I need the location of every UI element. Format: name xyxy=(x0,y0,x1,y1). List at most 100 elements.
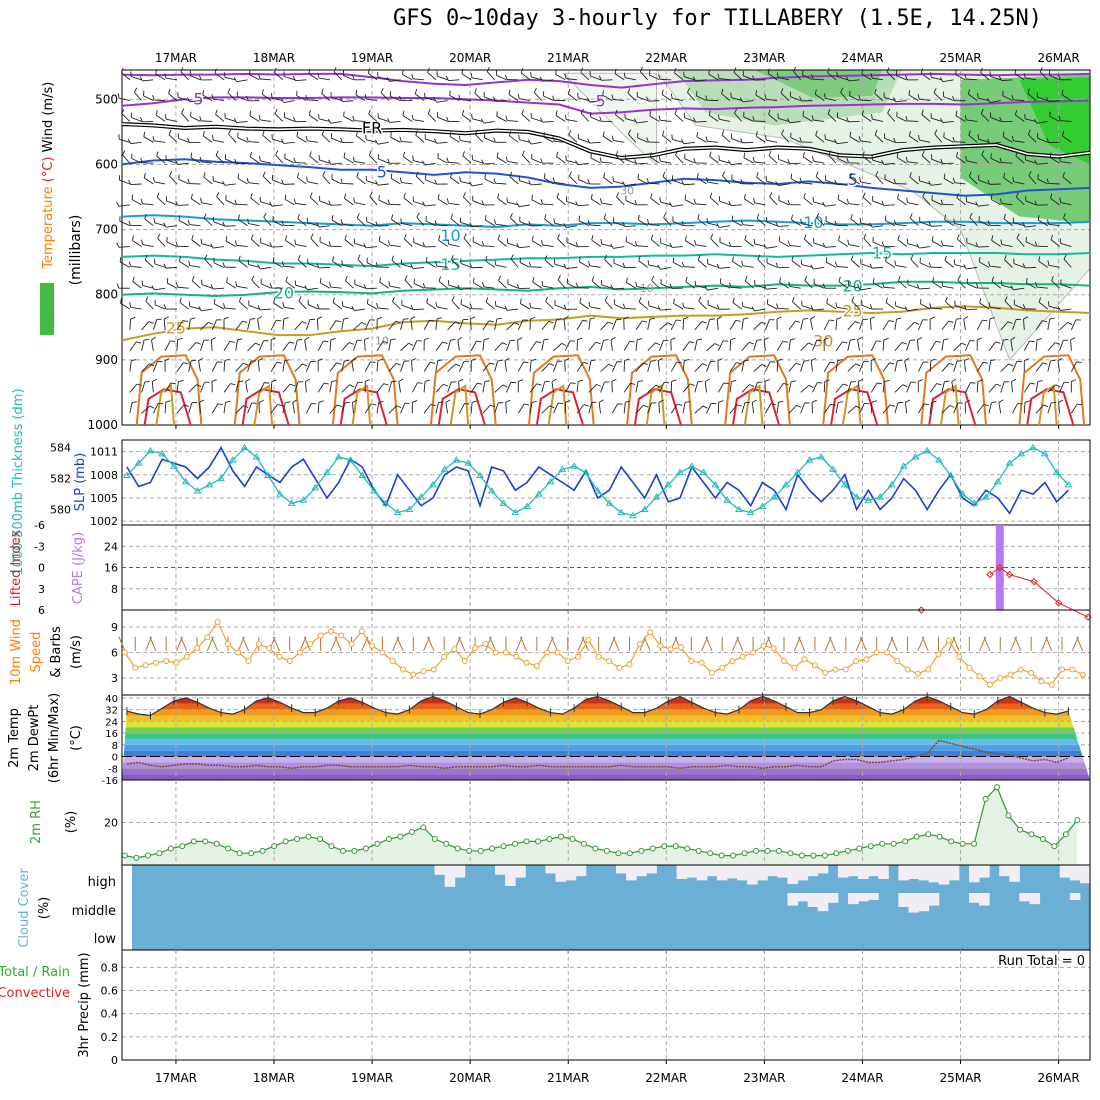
wind-barb xyxy=(941,405,951,414)
wind-barb xyxy=(317,402,320,414)
wind-barb xyxy=(260,266,272,270)
wind-barb-flag xyxy=(728,282,732,288)
wind-barb xyxy=(648,100,660,102)
isotherm-warm xyxy=(547,384,568,426)
wind-barb-flag xyxy=(940,240,944,246)
wind-barb-flag xyxy=(683,316,689,320)
wind-barb xyxy=(826,261,837,268)
wind-barb xyxy=(364,339,366,351)
thickness-marker xyxy=(817,453,826,460)
wind-barb-flag xyxy=(335,320,341,323)
wind-barb-flag xyxy=(552,95,555,101)
wind-barb-flag xyxy=(386,76,391,82)
wind-barb xyxy=(835,341,843,352)
wind-barb xyxy=(376,341,384,351)
wind-barb-flag xyxy=(1022,263,1026,269)
wind-barb xyxy=(410,318,413,330)
wind-barb xyxy=(916,339,919,351)
wind-barb xyxy=(144,177,154,185)
wind-barb xyxy=(329,362,337,372)
wind-barb-flag xyxy=(293,157,296,163)
wind-barb-flag xyxy=(516,202,520,207)
wind-barb xyxy=(683,266,695,268)
cloud-middle-cell xyxy=(1029,893,1041,905)
wind-barb-flag xyxy=(637,338,643,341)
wind-barb xyxy=(966,160,978,164)
wind-barb xyxy=(304,381,307,393)
wind-barb-flag xyxy=(517,337,523,341)
wind-barb-10m xyxy=(859,636,867,651)
wind-barb xyxy=(176,404,185,414)
wind-barb-flag xyxy=(1070,337,1076,341)
wind-barb-flag xyxy=(285,401,291,404)
wind-barb xyxy=(164,382,172,393)
wind-barb xyxy=(457,339,460,351)
cloud-high-cell xyxy=(626,865,637,881)
wind-barb-flag xyxy=(564,358,570,362)
wind-barb xyxy=(435,341,443,352)
wind-barb xyxy=(697,177,707,185)
wind-barb-flag xyxy=(181,108,185,114)
wind-speed-marker xyxy=(152,659,159,666)
wind-barb xyxy=(813,201,825,206)
wind-barb xyxy=(369,196,378,206)
wind-barb xyxy=(508,94,519,101)
cloud-high-cell xyxy=(938,865,950,885)
wind-barb xyxy=(721,93,731,101)
wind-barb xyxy=(519,139,531,143)
wind-barb-flag xyxy=(223,72,226,78)
wind-barb xyxy=(823,404,831,414)
thickness-marker xyxy=(193,487,202,494)
wind-barb-flag xyxy=(909,172,912,178)
wind-barb xyxy=(896,157,907,164)
wind-barb xyxy=(1060,243,1072,247)
temperature-tick-label: 8 xyxy=(112,741,118,752)
wind-barb-flag xyxy=(355,130,359,136)
wind-barb-flag xyxy=(717,114,720,120)
wind-barb xyxy=(190,157,201,164)
wind-barb xyxy=(542,244,554,247)
wind-barb-flag xyxy=(975,242,979,248)
wind-barb xyxy=(1013,140,1025,143)
lifted-index-tick-label: 3 xyxy=(38,583,45,596)
wind-barb xyxy=(836,306,848,310)
wind-barb xyxy=(766,262,778,268)
wind-barb xyxy=(744,198,754,206)
contour-label: 25 xyxy=(166,319,186,338)
wind-barb xyxy=(801,305,813,310)
wind-barb-flag xyxy=(1058,399,1064,403)
wind-barb xyxy=(929,383,937,393)
wind-barb-flag xyxy=(838,401,844,403)
wind-barb-flag xyxy=(639,66,643,72)
wind-barb xyxy=(897,198,907,206)
wind-barb-flag xyxy=(728,160,732,165)
wind-barb xyxy=(404,279,413,289)
wind-barb xyxy=(389,244,401,247)
wind-barb xyxy=(333,71,343,81)
wind-barb xyxy=(318,266,330,269)
wind-barb xyxy=(744,239,754,247)
wind-barb xyxy=(965,382,971,393)
wind-barb xyxy=(294,381,299,393)
wind-barb xyxy=(1047,342,1056,352)
wind-speed-marker xyxy=(729,658,736,664)
wind-barb xyxy=(224,307,236,310)
wind-barb xyxy=(180,71,190,81)
wind-barb-flag xyxy=(753,238,756,244)
rh-marker xyxy=(374,840,381,847)
wind-barb-flag xyxy=(775,262,779,268)
rh-marker xyxy=(144,852,151,859)
wind-barb-flag xyxy=(995,341,1001,344)
rh-marker xyxy=(213,840,220,847)
wind-barb xyxy=(953,402,959,414)
wind-barb-flag xyxy=(674,67,677,73)
wind-barb xyxy=(674,72,684,81)
axis-label-part: Speed xyxy=(29,632,44,673)
cloud-high-cell xyxy=(515,865,526,878)
wind-barb-flag xyxy=(216,191,220,197)
wind-barb-flag xyxy=(716,263,720,269)
wind-barb-flag xyxy=(855,405,861,409)
wind-barb-flag xyxy=(258,358,264,362)
wind-barb-flag xyxy=(1024,358,1030,362)
wind-barb xyxy=(189,305,201,310)
